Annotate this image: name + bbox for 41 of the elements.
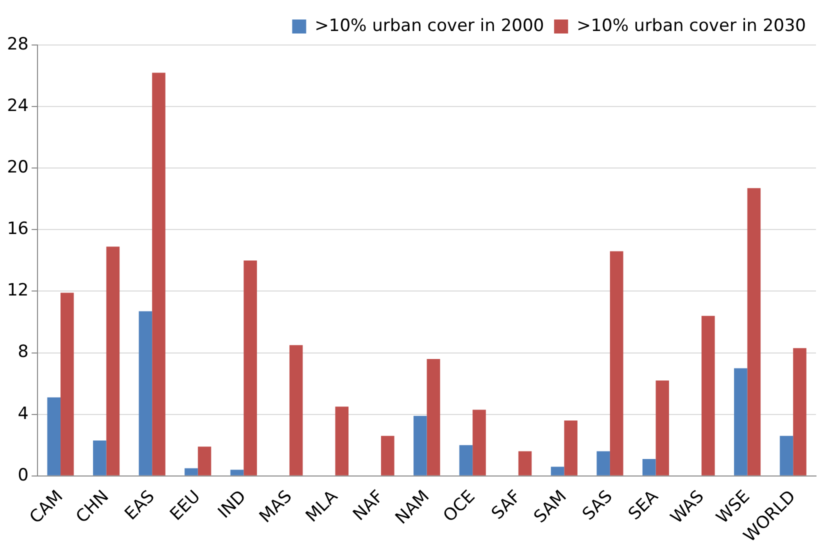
bar	[184, 468, 198, 476]
bar	[289, 345, 303, 476]
bar	[780, 436, 794, 476]
bar	[518, 451, 532, 476]
bar	[198, 446, 212, 476]
bar	[230, 470, 244, 476]
y-tick-label: 4	[18, 404, 29, 424]
bar	[550, 466, 564, 476]
bar	[138, 311, 152, 476]
bar	[564, 420, 578, 476]
y-tick-label: 20	[6, 158, 29, 178]
legend-label: >10% urban cover in 2000	[314, 16, 544, 36]
bar	[414, 416, 427, 476]
bar	[702, 316, 715, 476]
bar	[459, 445, 473, 476]
x-tick-label: IND	[214, 486, 250, 523]
x-tick-label: SEA	[624, 486, 663, 524]
bar	[426, 358, 440, 476]
bar	[93, 440, 106, 476]
bar	[793, 348, 806, 476]
y-tick-label: 28	[6, 34, 29, 54]
bar	[656, 380, 670, 476]
bar	[642, 458, 656, 476]
y-tick-label: 24	[6, 96, 29, 116]
bar	[335, 406, 349, 476]
bar	[472, 410, 486, 476]
bar	[610, 251, 624, 476]
bar	[47, 397, 61, 476]
bar	[596, 451, 610, 476]
bar	[381, 436, 394, 476]
y-tick-label: 12	[6, 280, 29, 301]
y-tick-label: 8	[18, 342, 29, 362]
y-tick-label: 16	[6, 219, 29, 240]
bar	[60, 292, 74, 476]
bar	[106, 246, 120, 476]
bar	[747, 188, 761, 476]
bar	[244, 260, 257, 476]
bar	[734, 368, 748, 476]
legend-label: >10% urban cover in 2030	[576, 16, 806, 36]
y-tick-label: 0	[18, 465, 29, 486]
bar	[152, 72, 166, 476]
